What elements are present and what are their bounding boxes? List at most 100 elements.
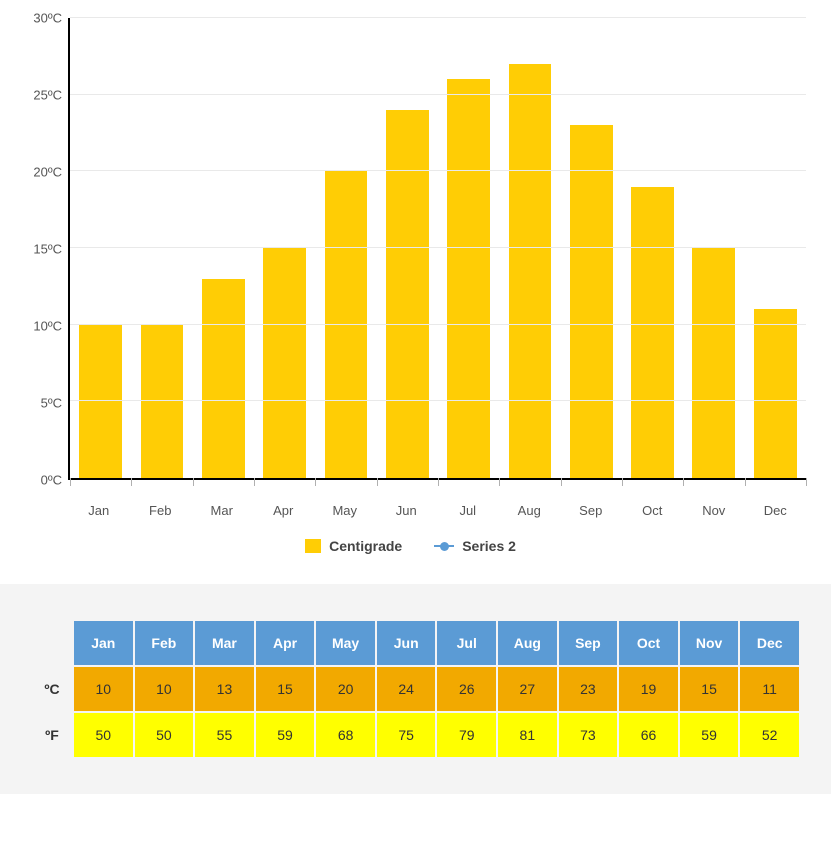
bar [509, 64, 552, 478]
x-tick [70, 478, 71, 486]
table-cell: 19 [619, 667, 678, 711]
x-tick [193, 478, 194, 486]
bar-slot [745, 18, 806, 478]
x-tick [499, 478, 500, 486]
table-cell: 52 [740, 713, 799, 757]
bar-slot [315, 18, 376, 478]
x-tick-label: Mar [191, 503, 253, 518]
bar-slot [377, 18, 438, 478]
table-header-cell: Sep [559, 621, 618, 665]
x-tick [806, 478, 807, 486]
table-section: JanFebMarAprMayJunJulAugSepOctNovDec ºC … [0, 584, 831, 794]
table-cell: 11 [740, 667, 799, 711]
gridline [70, 247, 806, 248]
y-tick-label: 30ºC [10, 11, 62, 26]
gridline [70, 94, 806, 95]
gridline [70, 17, 806, 18]
bar [754, 309, 797, 478]
bar-slot [438, 18, 499, 478]
bar [692, 248, 735, 478]
bar-slot [193, 18, 254, 478]
bar [263, 248, 306, 478]
legend-item-series2: Series 2 [434, 538, 516, 554]
row-label-fahrenheit: ºF [32, 713, 72, 757]
table-cell: 81 [498, 713, 557, 757]
table-cell: 15 [680, 667, 739, 711]
x-tick [131, 478, 132, 486]
chart-plot [68, 18, 806, 480]
bar [325, 171, 368, 478]
table-cell: 50 [135, 713, 194, 757]
y-tick-label: 20ºC [10, 165, 62, 180]
table-header-row: JanFebMarAprMayJunJulAugSepOctNovDec [32, 621, 799, 665]
table-header-cell: Dec [740, 621, 799, 665]
table-cell: 27 [498, 667, 557, 711]
row-label-celsius: ºC [32, 667, 72, 711]
legend-item-centigrade: Centigrade [305, 538, 402, 554]
table-header-cell: Jun [377, 621, 436, 665]
x-tick-label: Nov [683, 503, 745, 518]
bar-slot [622, 18, 683, 478]
table-corner [32, 621, 72, 665]
y-tick-label: 25ºC [10, 88, 62, 103]
line-swatch-icon [434, 545, 454, 547]
table-header-cell: Aug [498, 621, 557, 665]
bar-slot [561, 18, 622, 478]
gridline [70, 324, 806, 325]
table-row-celsius: ºC 101013152024262723191511 [32, 667, 799, 711]
legend-label: Centigrade [329, 538, 402, 554]
y-tick-label: 15ºC [10, 242, 62, 257]
legend-label: Series 2 [462, 538, 516, 554]
x-tick [622, 478, 623, 486]
table-row-fahrenheit: ºF 505055596875798173665952 [32, 713, 799, 757]
bar [202, 279, 245, 478]
x-tick-label: Apr [253, 503, 315, 518]
table-cell: 20 [316, 667, 375, 711]
x-tick-label: Jul [437, 503, 499, 518]
x-tick-label: Aug [499, 503, 561, 518]
x-tick [377, 478, 378, 486]
table-cell: 59 [256, 713, 315, 757]
x-tick-label: Jun [376, 503, 438, 518]
table-cell: 55 [195, 713, 254, 757]
bar [386, 110, 429, 478]
table-cell: 23 [559, 667, 618, 711]
bar-slot [499, 18, 560, 478]
table-cell: 10 [74, 667, 133, 711]
bar [447, 79, 490, 478]
table-cell: 66 [619, 713, 678, 757]
temperature-table: JanFebMarAprMayJunJulAugSepOctNovDec ºC … [30, 619, 801, 759]
y-tick-label: 0ºC [10, 473, 62, 488]
table-cell: 24 [377, 667, 436, 711]
table-cell: 50 [74, 713, 133, 757]
bar-slot [683, 18, 744, 478]
x-tick-label: Feb [130, 503, 192, 518]
gridline [70, 400, 806, 401]
table-cell: 13 [195, 667, 254, 711]
x-tick [315, 478, 316, 486]
bar-swatch-icon [305, 539, 321, 553]
bar-slot [70, 18, 131, 478]
table-cell: 59 [680, 713, 739, 757]
bars-group [70, 18, 806, 478]
y-tick-label: 10ºC [10, 319, 62, 334]
table-cell: 15 [256, 667, 315, 711]
x-tick-label: Sep [560, 503, 622, 518]
x-tick [254, 478, 255, 486]
bar [631, 187, 674, 478]
table-header-cell: Feb [135, 621, 194, 665]
table-cell: 68 [316, 713, 375, 757]
x-tick-label: May [314, 503, 376, 518]
x-tick [438, 478, 439, 486]
bar-slot [254, 18, 315, 478]
table-header-cell: Oct [619, 621, 678, 665]
chart-container: JanFebMarAprMayJunJulAugSepOctNovDec 0ºC… [0, 0, 831, 584]
y-tick-label: 5ºC [10, 396, 62, 411]
table-cell: 75 [377, 713, 436, 757]
table-header-cell: Apr [256, 621, 315, 665]
table-cell: 26 [437, 667, 496, 711]
table-cell: 10 [135, 667, 194, 711]
table-header-cell: Mar [195, 621, 254, 665]
x-tick-label: Dec [745, 503, 807, 518]
x-tick-label: Oct [622, 503, 684, 518]
